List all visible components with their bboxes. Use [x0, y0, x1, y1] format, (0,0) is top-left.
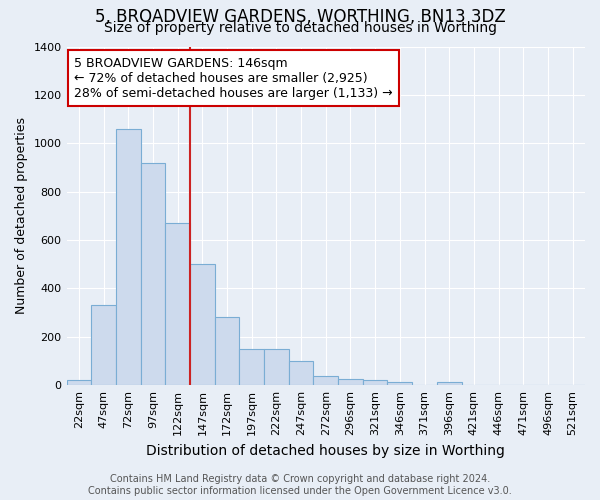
Bar — [67, 380, 91, 385]
X-axis label: Distribution of detached houses by size in Worthing: Distribution of detached houses by size … — [146, 444, 505, 458]
Bar — [165, 223, 190, 385]
Bar — [190, 264, 215, 385]
Bar — [437, 382, 461, 385]
Bar — [313, 376, 338, 385]
Text: Size of property relative to detached houses in Worthing: Size of property relative to detached ho… — [104, 21, 497, 35]
Bar — [388, 382, 412, 385]
Bar — [91, 306, 116, 385]
Bar — [289, 361, 313, 385]
Y-axis label: Number of detached properties: Number of detached properties — [15, 118, 28, 314]
Bar — [215, 318, 239, 385]
Bar — [363, 380, 388, 385]
Text: 5 BROADVIEW GARDENS: 146sqm
← 72% of detached houses are smaller (2,925)
28% of : 5 BROADVIEW GARDENS: 146sqm ← 72% of det… — [74, 56, 393, 100]
Bar — [338, 379, 363, 385]
Bar — [116, 129, 140, 385]
Text: 5, BROADVIEW GARDENS, WORTHING, BN13 3DZ: 5, BROADVIEW GARDENS, WORTHING, BN13 3DZ — [95, 8, 505, 26]
Bar — [239, 349, 264, 385]
Bar — [140, 162, 165, 385]
Bar — [264, 349, 289, 385]
Text: Contains HM Land Registry data © Crown copyright and database right 2024.
Contai: Contains HM Land Registry data © Crown c… — [88, 474, 512, 496]
